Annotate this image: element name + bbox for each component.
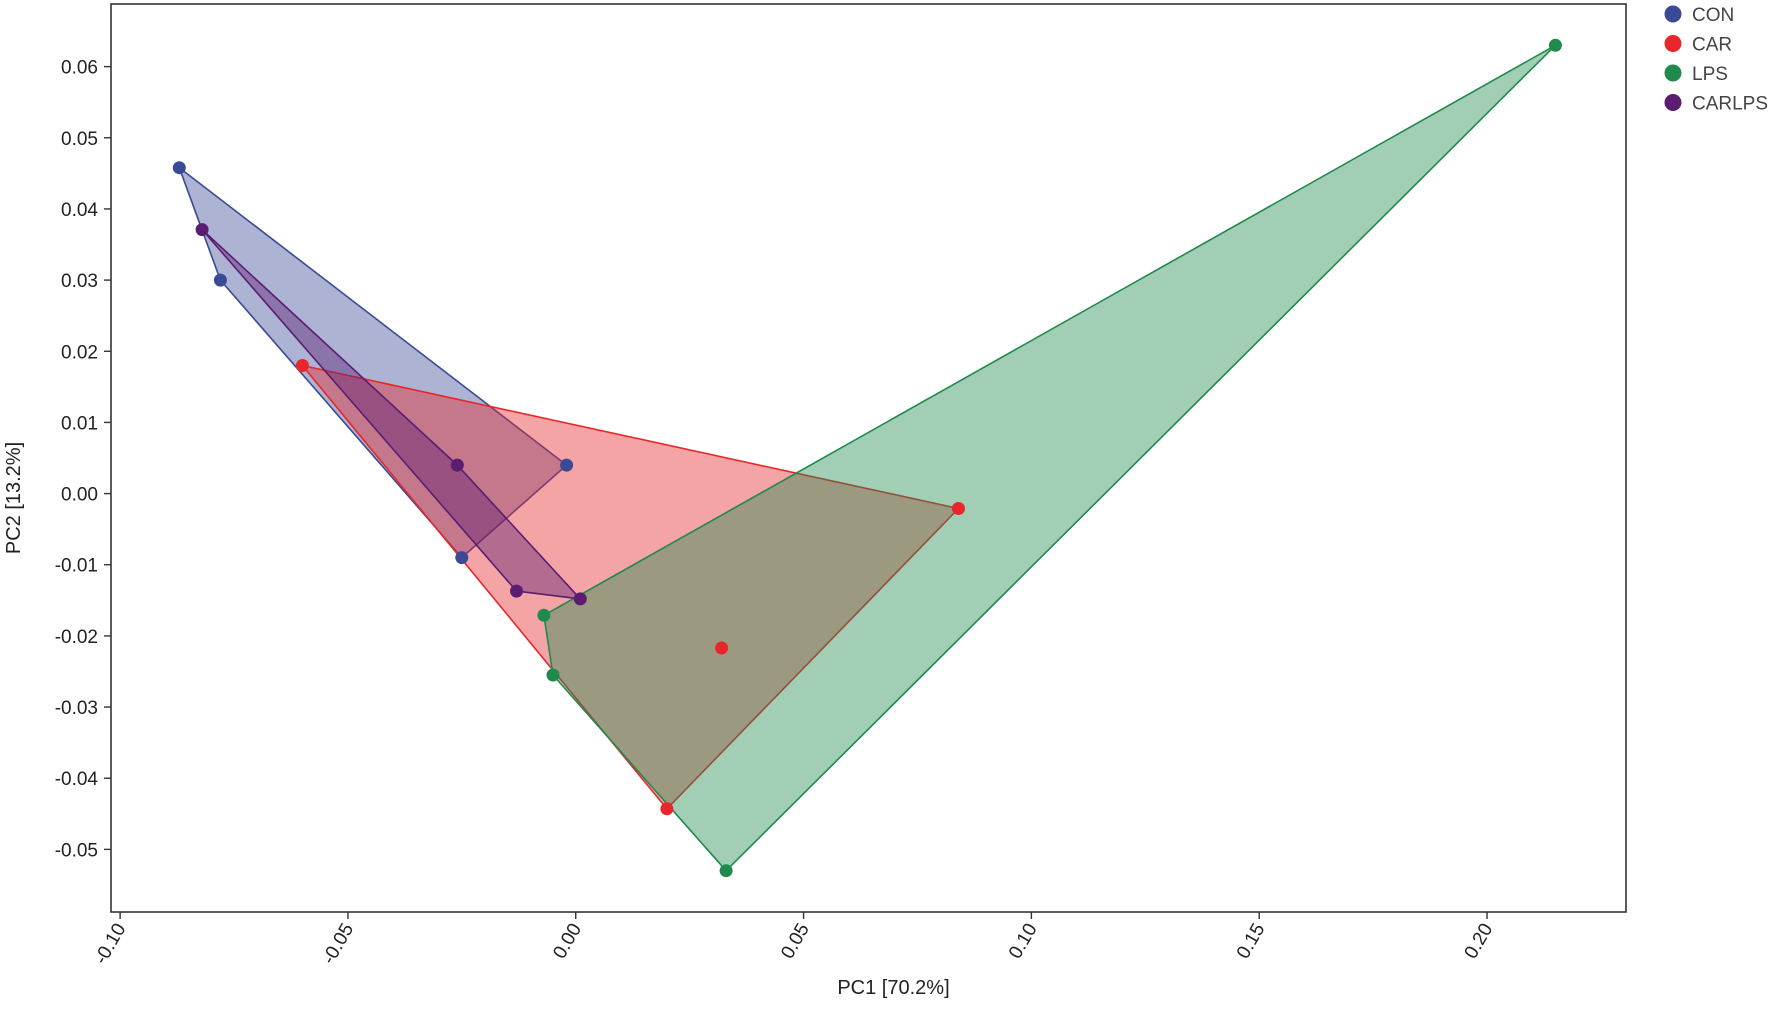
hull-car <box>301 364 960 810</box>
y-tick-label: 0.03 <box>61 271 98 292</box>
x-tick-label: 0.10 <box>1005 920 1042 963</box>
plot-frame <box>110 3 1627 913</box>
x-tick-label: -0.05 <box>318 920 358 968</box>
point-car-1[interactable] <box>295 359 309 372</box>
point-con-1[interactable] <box>172 161 186 175</box>
legend-marker <box>1664 35 1682 52</box>
legend-item-lps[interactable]: LPS <box>1664 64 1728 85</box>
point-carlps-1[interactable] <box>195 223 209 237</box>
legend-marker <box>1664 94 1682 111</box>
legend-label: LPS <box>1692 64 1728 85</box>
legend-item-car[interactable]: CAR <box>1664 35 1733 56</box>
point-con-3[interactable] <box>560 458 574 472</box>
y-tick-label: -0.01 <box>55 556 98 577</box>
legend-item-carlps[interactable]: CARLPS <box>1664 94 1769 115</box>
point-layer <box>172 38 1562 878</box>
legend-label: CAR <box>1692 35 1732 56</box>
legend-marker <box>1664 64 1682 82</box>
point-carlps-4[interactable] <box>573 592 587 606</box>
point-con-2[interactable] <box>213 273 227 287</box>
y-tick-label: -0.02 <box>55 627 98 648</box>
x-tick-label: 0.00 <box>549 920 586 963</box>
hull-layer <box>178 44 1557 872</box>
point-lps-1[interactable] <box>1548 38 1562 52</box>
point-car-3[interactable] <box>715 641 729 655</box>
point-car-4[interactable] <box>660 802 674 816</box>
y-tick-label: 0.01 <box>61 413 98 434</box>
point-carlps-3[interactable] <box>510 584 523 598</box>
y-tick-label: 0.05 <box>61 129 98 150</box>
x-tick-label: 0.20 <box>1461 920 1498 963</box>
y-tick-label: 0.06 <box>61 58 98 79</box>
legend-item-con[interactable]: CON <box>1664 5 1735 26</box>
point-carlps-2[interactable] <box>450 458 464 472</box>
legend-marker <box>1664 5 1682 23</box>
x-tick-label: 0.15 <box>1233 920 1270 963</box>
y-tick-label: -0.05 <box>55 840 98 861</box>
x-axis-label: PC1 [70.2%] <box>837 977 949 999</box>
y-tick-label: 0.00 <box>61 485 98 506</box>
legend-label: CARLPS <box>1692 94 1768 115</box>
x-tick-label: -0.10 <box>91 920 131 968</box>
y-tick-label: -0.03 <box>55 698 98 719</box>
point-car-2[interactable] <box>952 502 965 515</box>
x-tick-label: 0.05 <box>777 920 814 963</box>
y-axis-ticks: 0.06 0.05 0.04 0.03 0.02 0.01 0.00 -0.01 -0.02 -0… <box>55 58 111 861</box>
x-axis-ticks: -0.10 -0.05 0.00 0.05 0.10 0.15 0.20 <box>91 912 1498 968</box>
point-lps-4[interactable] <box>719 864 733 878</box>
y-axis-label: PC2 [13.2%] <box>3 442 25 554</box>
y-tick-label: 0.04 <box>61 200 98 221</box>
y-tick-label: 0.02 <box>61 342 98 363</box>
y-tick-label: -0.04 <box>55 769 99 790</box>
point-lps-2[interactable] <box>537 608 551 622</box>
point-lps-3[interactable] <box>546 668 560 682</box>
legend-label: CON <box>1692 5 1734 26</box>
point-con-4[interactable] <box>455 551 469 565</box>
